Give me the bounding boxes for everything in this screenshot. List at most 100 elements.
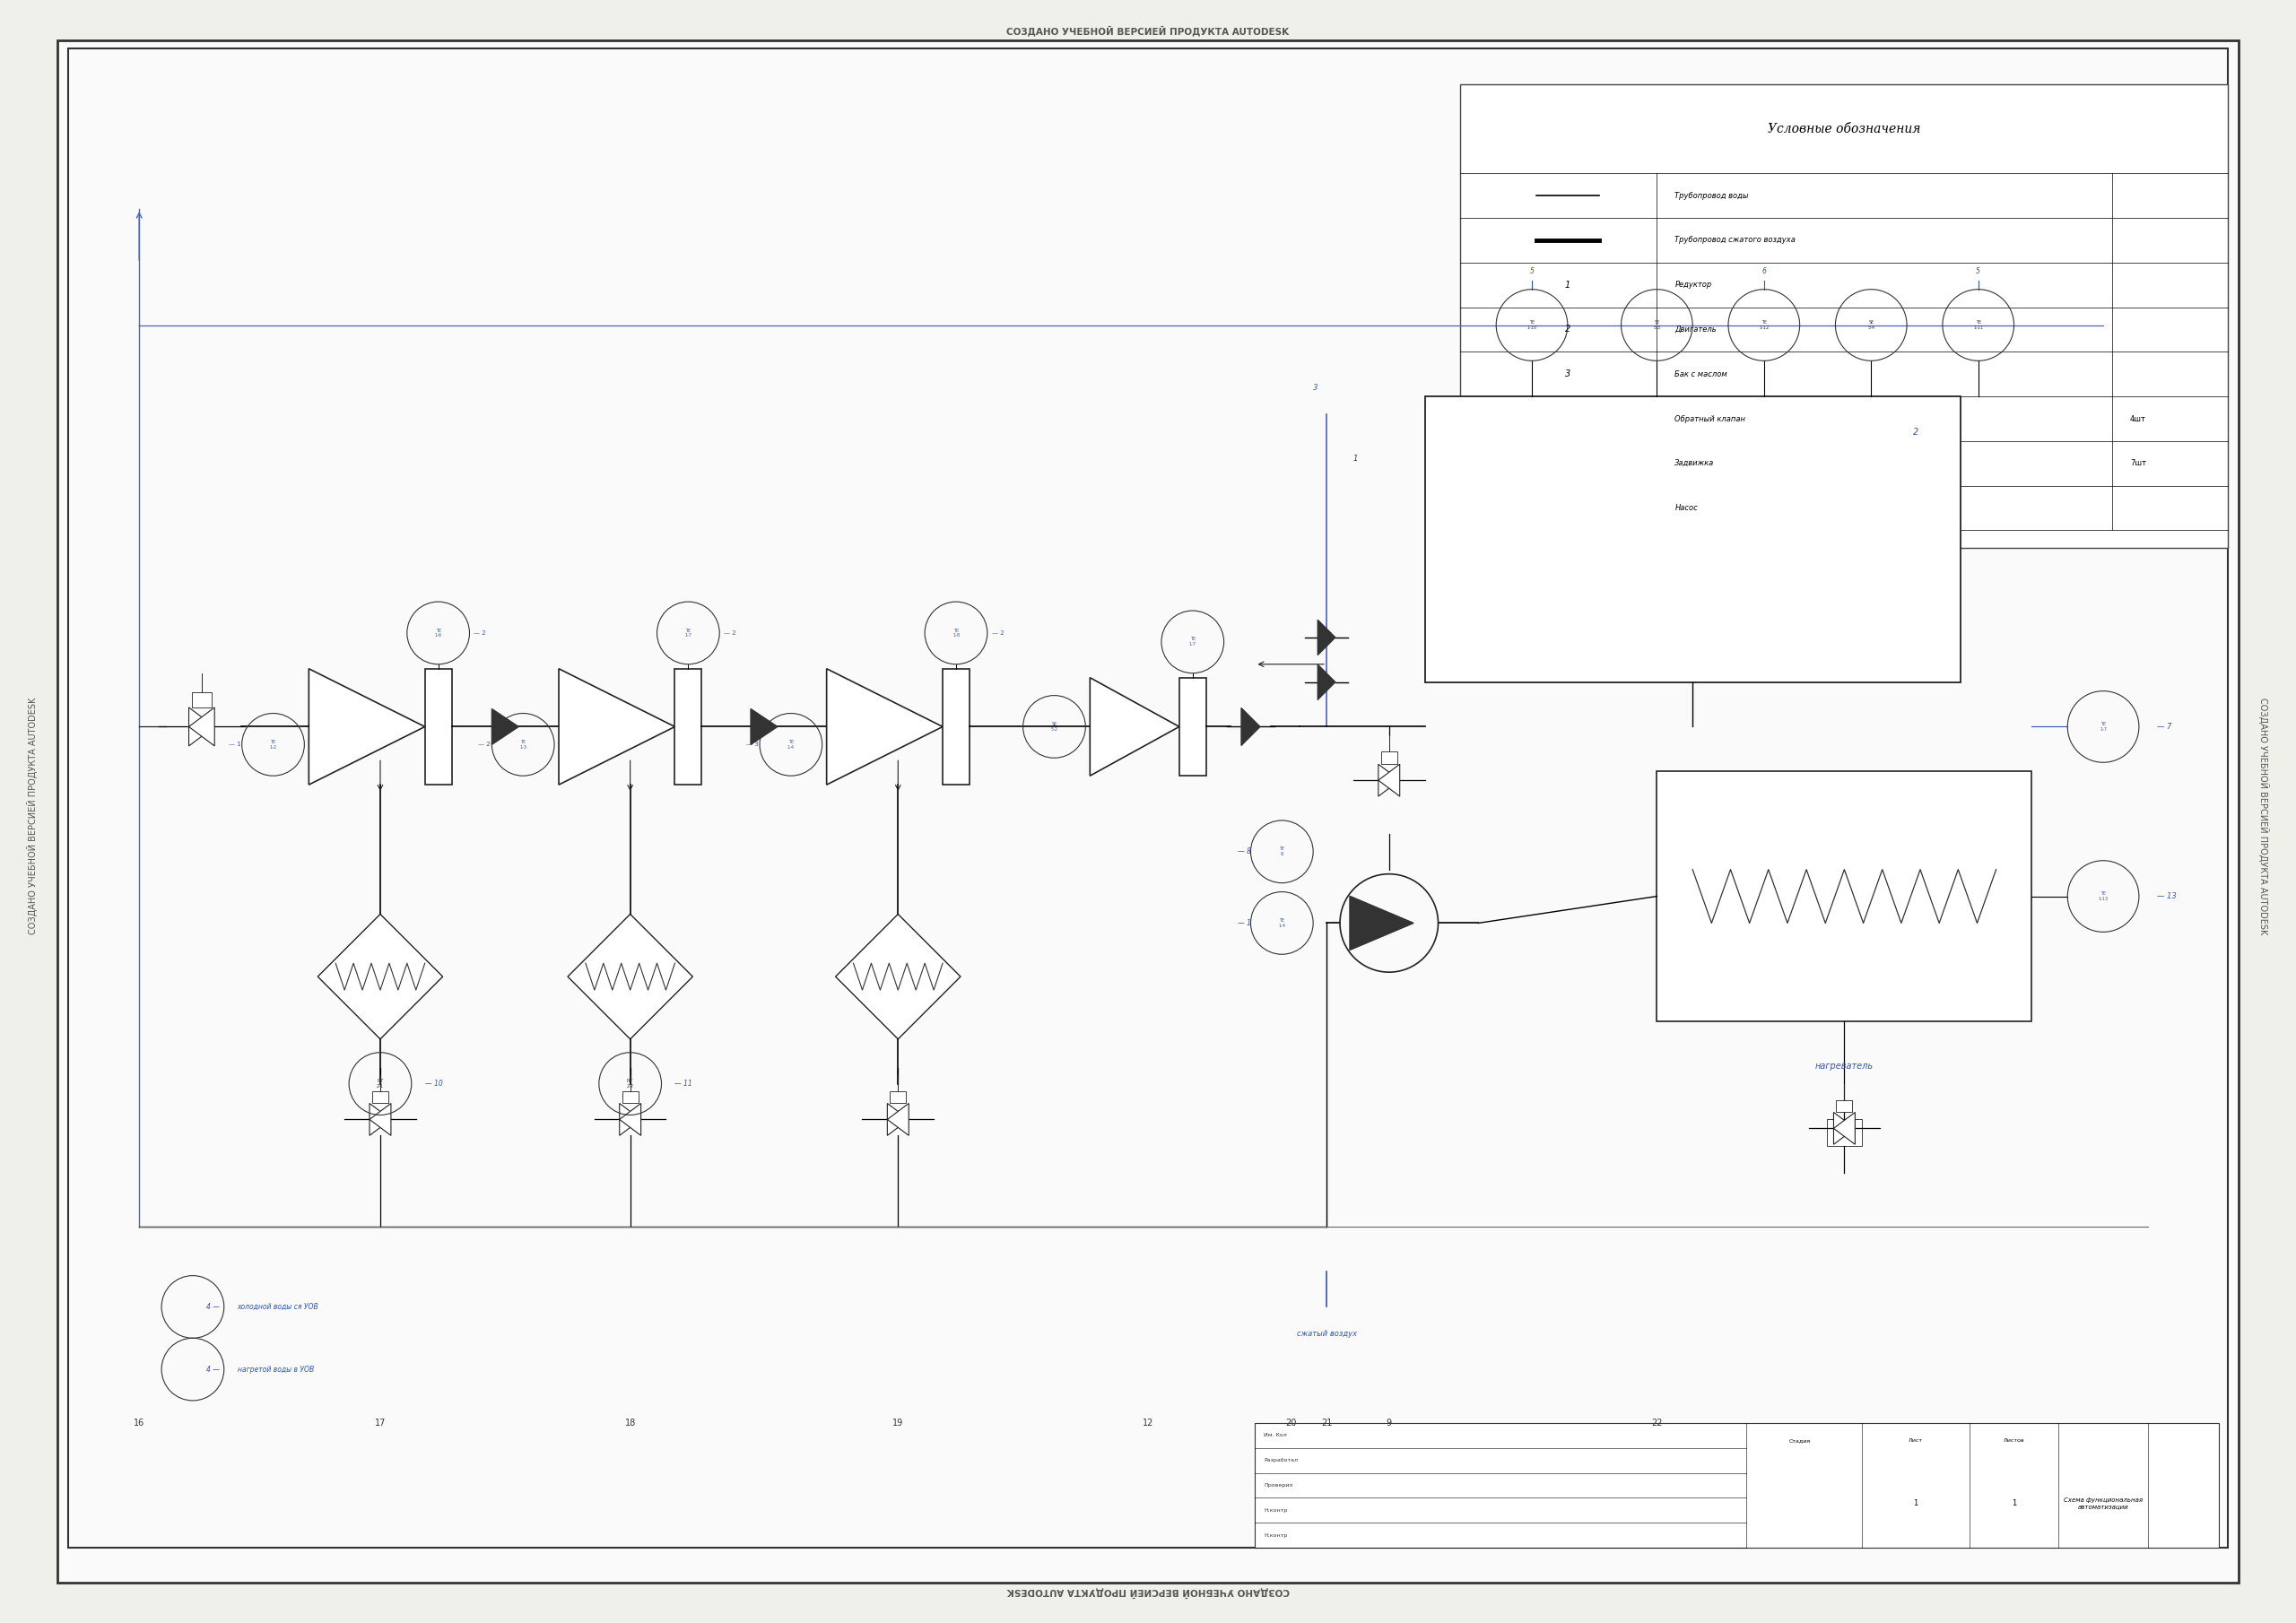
Text: нагретой воды в УОВ: нагретой воды в УОВ: [236, 1365, 315, 1373]
Text: 7шт: 7шт: [2131, 459, 2147, 467]
Text: 9: 9: [1387, 1419, 1391, 1427]
Text: 18: 18: [625, 1419, 636, 1427]
Polygon shape: [317, 914, 443, 1039]
Text: Схема функциональная
автоматизации: Схема функциональная автоматизации: [2064, 1498, 2142, 1509]
Text: 1: 1: [2011, 1500, 2016, 1508]
Polygon shape: [886, 1104, 909, 1136]
Polygon shape: [188, 708, 214, 747]
Text: — 8: — 8: [1238, 847, 1251, 855]
Text: Условные обозначения: Условные обозначения: [1768, 122, 1922, 135]
Polygon shape: [370, 1104, 390, 1136]
Text: Проверил: Проверил: [1265, 1483, 1293, 1488]
Polygon shape: [491, 709, 519, 745]
Bar: [944, 669, 969, 786]
Text: PIT
2-2: PIT 2-2: [627, 1079, 634, 1089]
Text: 4шт: 4шт: [2131, 415, 2147, 424]
Text: Лист: Лист: [1908, 1438, 1924, 1443]
Text: 3: 3: [1566, 370, 1570, 378]
Bar: [1837, 1100, 1853, 1112]
Text: Задвижка: Задвижка: [1674, 459, 1715, 467]
Text: TE
1-7: TE 1-7: [1189, 638, 1196, 646]
Polygon shape: [1835, 1112, 1855, 1144]
Text: сжатый воздух: сжатый воздух: [1297, 1329, 1357, 1337]
Text: — 1: — 1: [1238, 919, 1251, 927]
Polygon shape: [310, 669, 425, 786]
Bar: [622, 1091, 638, 1104]
Polygon shape: [1318, 620, 1336, 656]
Bar: [1180, 678, 1205, 776]
Text: — 1: — 1: [230, 742, 241, 747]
Text: — 2: — 2: [473, 630, 487, 636]
Bar: [1426, 396, 1961, 682]
Text: 2: 2: [1913, 428, 1919, 437]
Polygon shape: [1554, 498, 1575, 518]
Text: 6: 6: [1761, 268, 1766, 276]
Text: PIT
2-1: PIT 2-1: [377, 1079, 383, 1089]
Text: 16: 16: [133, 1419, 145, 1427]
Polygon shape: [1378, 764, 1401, 797]
Text: TE
1-4: TE 1-4: [1279, 919, 1286, 928]
Polygon shape: [370, 1104, 390, 1136]
Text: 5: 5: [1529, 268, 1534, 276]
Text: Им. Кол: Им. Кол: [1265, 1433, 1288, 1438]
Polygon shape: [1091, 678, 1180, 776]
Text: Стадия: Стадия: [1789, 1438, 1812, 1443]
Polygon shape: [1561, 453, 1573, 474]
Text: TE
1-2: TE 1-2: [269, 740, 278, 750]
Text: — 10: — 10: [425, 1079, 443, 1087]
Bar: [1256, 1423, 2220, 1548]
Text: 12: 12: [1143, 1419, 1153, 1427]
Polygon shape: [836, 914, 960, 1039]
Polygon shape: [1350, 896, 1414, 949]
Bar: [372, 1091, 388, 1104]
Text: СОЗДАНО УЧЕБНОЙ ВЕРСИЕЙ ПРОДУКТА AUTODESK: СОЗДАНО УЧЕБНОЙ ВЕРСИЕЙ ПРОДУКТА AUTODES…: [28, 698, 37, 935]
Bar: [675, 669, 703, 786]
Text: СОЗДАНО УЧЕБНОЙ ВЕРСИЕЙ ПРОДУКТА AUTODESK: СОЗДАНО УЧЕБНОЙ ВЕРСИЕЙ ПРОДУКТА AUTODES…: [2259, 698, 2268, 935]
Polygon shape: [1835, 1112, 1855, 1144]
Text: TE
1-6: TE 1-6: [434, 628, 441, 638]
Text: 2: 2: [1566, 325, 1570, 334]
Bar: [1561, 445, 1573, 453]
Text: TE
8: TE 8: [1279, 847, 1286, 857]
Text: 19: 19: [893, 1419, 905, 1427]
Text: холодной воды ся УОВ: холодной воды ся УОВ: [236, 1303, 319, 1311]
Polygon shape: [620, 1104, 641, 1136]
Text: Трубопровод сжатого воздуха: Трубопровод сжатого воздуха: [1674, 237, 1795, 245]
Text: 1: 1: [1913, 1500, 1917, 1508]
Text: — 13: — 13: [2156, 893, 2177, 901]
Text: — 2: — 2: [992, 630, 1003, 636]
Bar: [1658, 771, 2032, 1021]
Text: Листов: Листов: [2004, 1438, 2025, 1443]
Text: — 2: — 2: [478, 742, 491, 747]
Text: — 3: — 3: [746, 742, 758, 747]
Text: — 2: — 2: [723, 630, 737, 636]
Text: TE
1-13: TE 1-13: [2099, 891, 2108, 901]
Text: Двигатель: Двигатель: [1674, 326, 1717, 334]
Text: 4 —: 4 —: [207, 1365, 220, 1373]
Text: Н.контр: Н.контр: [1265, 1534, 1288, 1537]
Text: Насос: Насос: [1674, 505, 1697, 513]
Text: SE
5-2: SE 5-2: [1052, 722, 1058, 732]
Text: Редуктор: Редуктор: [1674, 281, 1713, 289]
Text: TE
1-12: TE 1-12: [1759, 320, 1768, 329]
Polygon shape: [886, 1104, 909, 1136]
Text: TE
1-10: TE 1-10: [1527, 320, 1536, 329]
Text: Разработал: Разработал: [1265, 1457, 1297, 1462]
Polygon shape: [188, 708, 214, 747]
Text: СОЗДАНО УЧЕБНОЙ ВЕРСИЕЙ ПРОДУКТА AUTODESK: СОЗДАНО УЧЕБНОЙ ВЕРСИЕЙ ПРОДУКТА AUTODES…: [1006, 26, 1290, 36]
Text: 1: 1: [1352, 454, 1359, 463]
Text: TE
1-8: TE 1-8: [953, 628, 960, 638]
Polygon shape: [1561, 453, 1573, 474]
Text: TE
1-3: TE 1-3: [519, 740, 526, 750]
Text: TE
1-4: TE 1-4: [788, 740, 794, 750]
Polygon shape: [1561, 409, 1573, 428]
Text: — 7: — 7: [2156, 722, 2172, 730]
Polygon shape: [1378, 764, 1401, 797]
Text: TE
1-7: TE 1-7: [684, 628, 691, 638]
Polygon shape: [827, 669, 944, 786]
Bar: [425, 669, 452, 786]
Text: Н.контр: Н.контр: [1265, 1508, 1288, 1513]
Polygon shape: [1318, 664, 1336, 700]
Bar: [193, 693, 211, 708]
Polygon shape: [567, 914, 693, 1039]
